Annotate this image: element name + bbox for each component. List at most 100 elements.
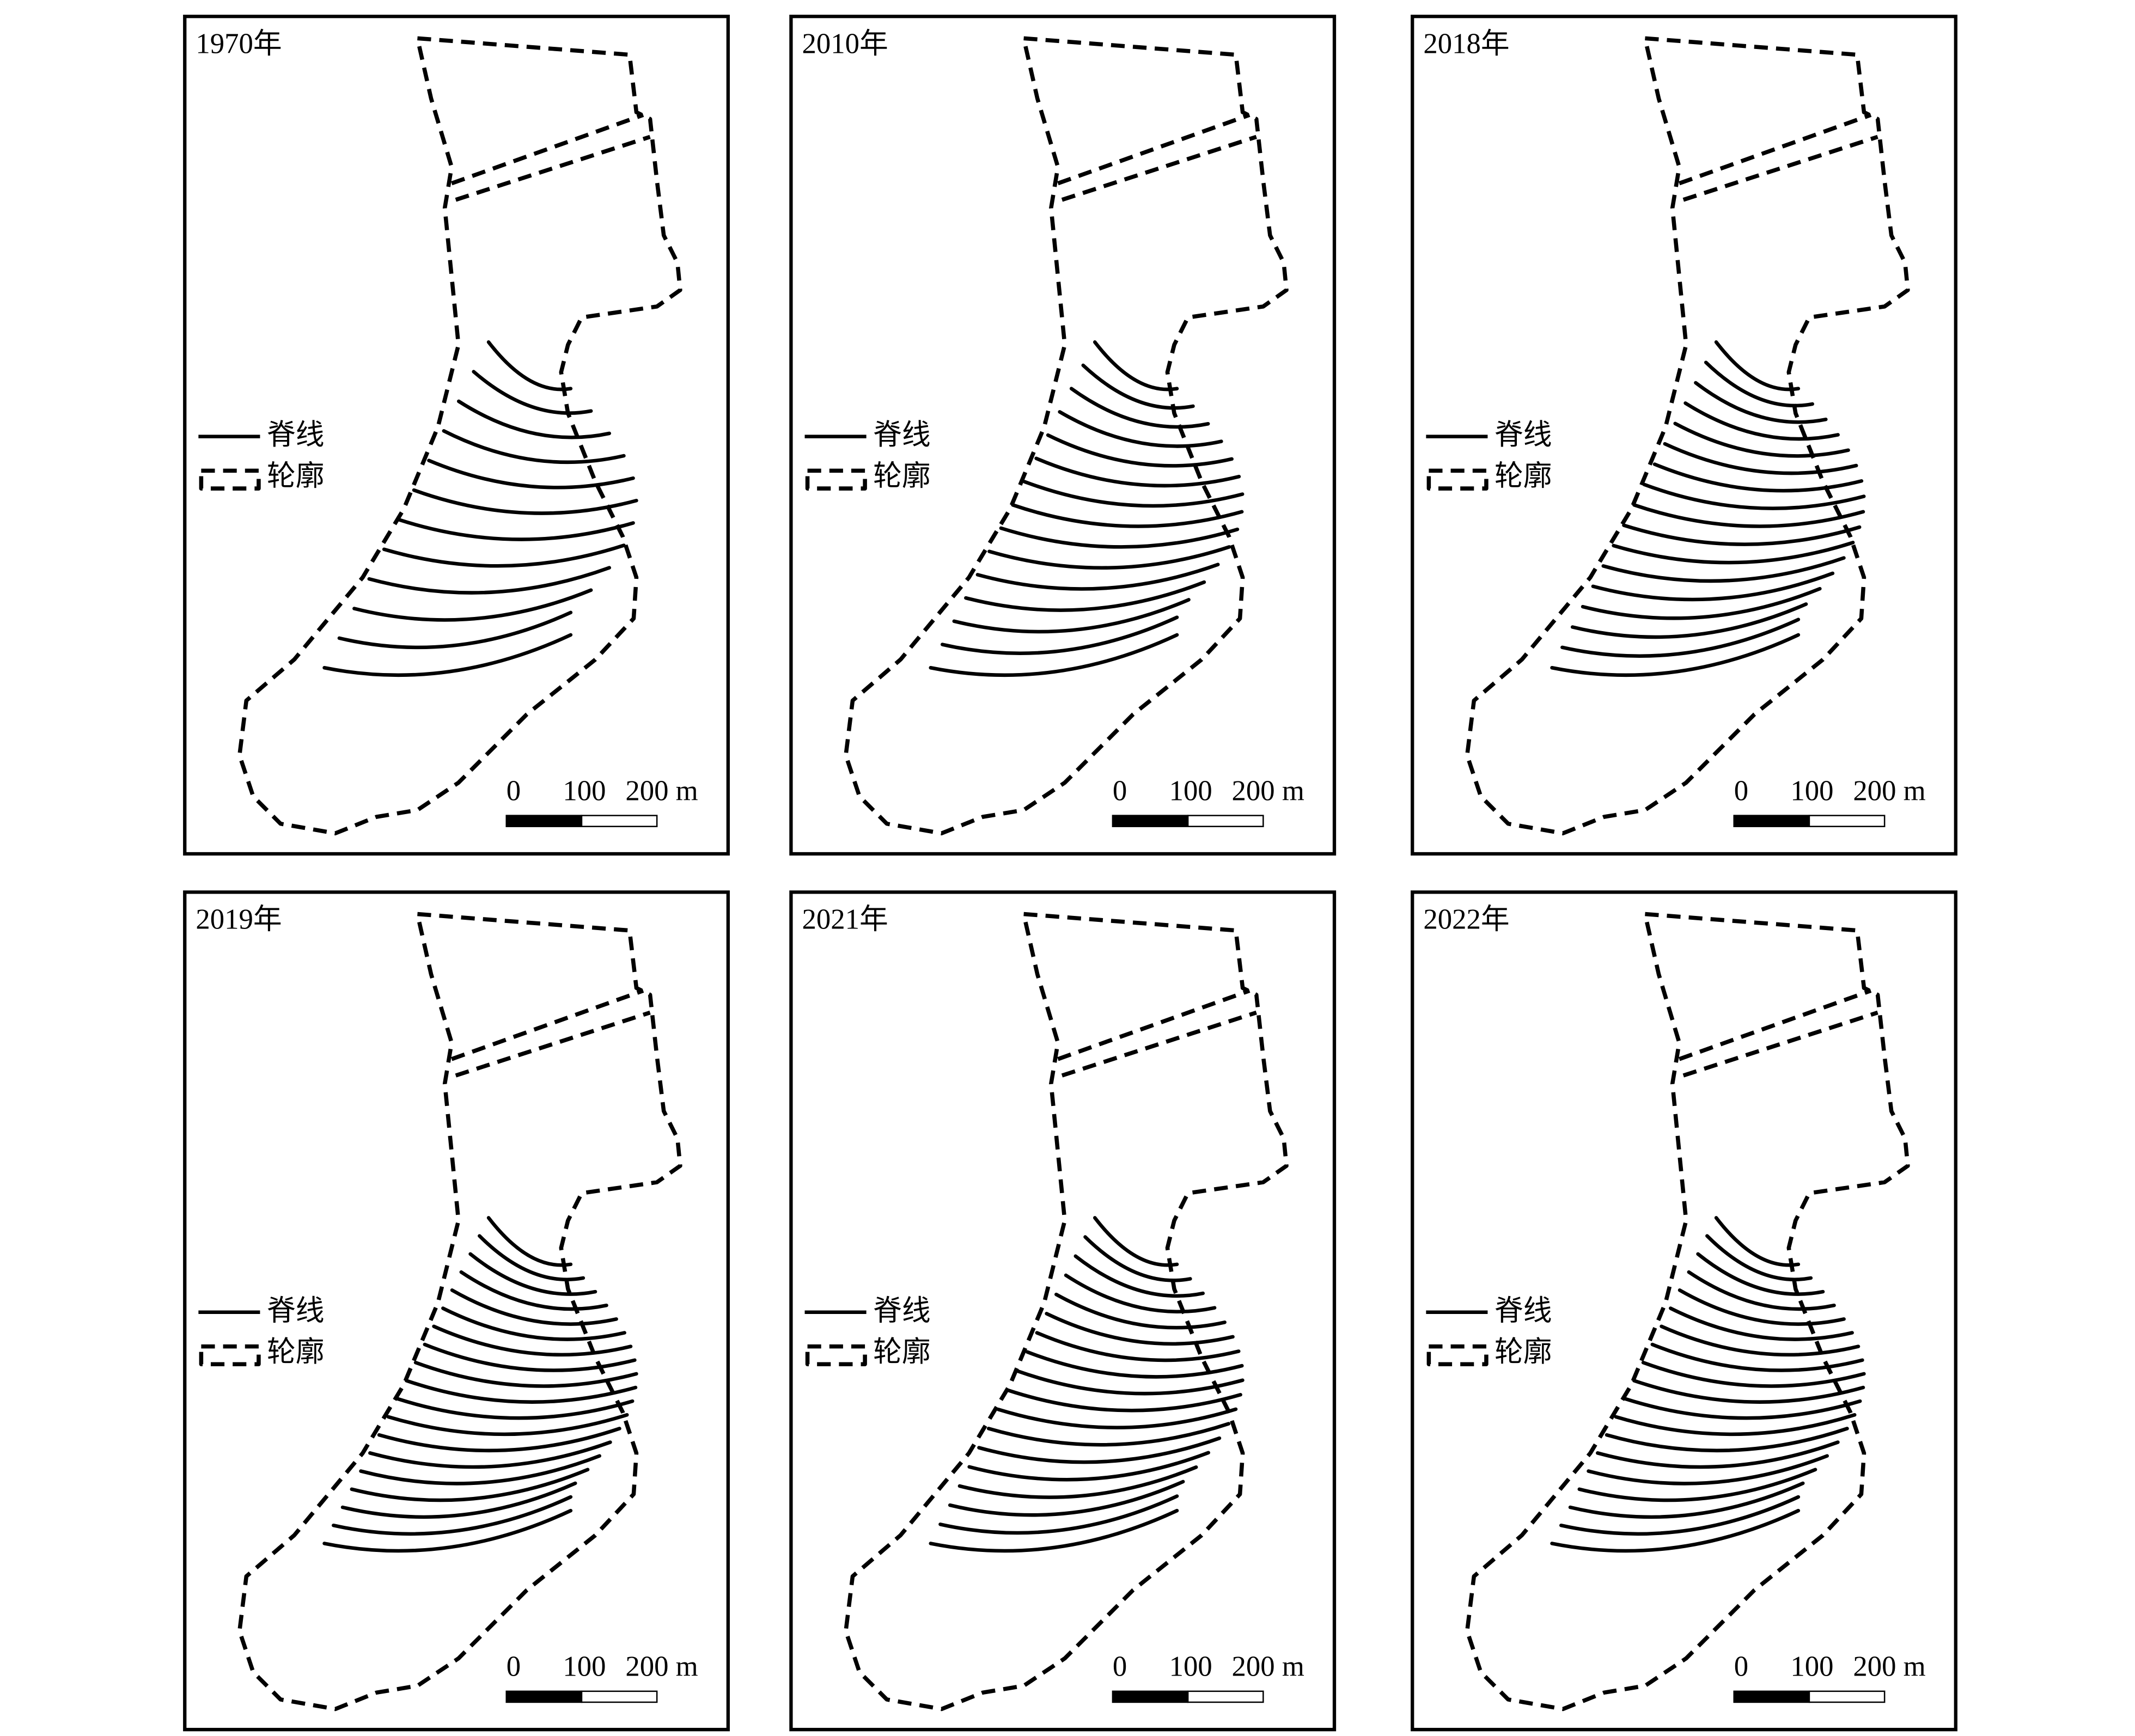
ridge-line [938,1494,1179,1535]
ridge-line [1083,1235,1192,1282]
ridge-line [472,370,593,415]
ridge-line [456,399,612,439]
ridge-line [1623,1397,1862,1420]
ridge-line [442,429,626,464]
ridge-line [382,543,626,568]
legend-outline-symbol [199,468,261,491]
ridge-line [1058,410,1223,448]
scale-bar-white [581,815,658,827]
ridge-line [1605,1427,1849,1453]
panel-frame [789,15,1337,856]
panel-title: 1970年 [196,28,282,60]
ridge-line [1064,1273,1217,1313]
ridge-line [1694,381,1828,424]
outline [844,912,1289,1711]
ridge-line [967,1451,1211,1482]
legend-outline-symbol [1426,468,1489,491]
panel-title: 2010年 [802,28,888,60]
ridge-line [1035,1331,1241,1362]
ridge-line [1614,1413,1857,1437]
ridge-line [486,1216,573,1267]
scale-label: 0 [507,1651,521,1683]
ridge-line [459,1270,608,1311]
ridge-line [405,1379,638,1404]
panel-frame [789,890,1337,1732]
ridge-line [1673,421,1850,458]
ridge-line [1034,456,1241,488]
ridge-line [1683,401,1840,441]
ridge-line [929,633,1179,677]
ridge-line [322,1508,573,1553]
ridge-line [468,1252,597,1296]
scale-bar-black [505,1690,583,1703]
ridge-line [1045,1312,1235,1346]
ridge-line [1660,1324,1860,1357]
ridge-line [1568,1481,1805,1519]
outline [450,113,651,202]
ridge-line [1587,1454,1829,1486]
ridge-line [1696,1252,1825,1296]
outline [1678,113,1878,202]
ridge-line [367,566,612,595]
ridge-line [1596,1440,1840,1469]
scale-bar-white [1187,1690,1264,1703]
outline [1465,36,1910,836]
legend-outline-symbol [199,1344,261,1367]
ridge-line [432,1324,633,1357]
legend-ridge-label: 脊线 [1494,419,1552,451]
ridge-line [1570,602,1808,639]
scale-label: 200 m [625,775,698,807]
scale-label: 100 [1169,1651,1212,1683]
legend-outline-symbol [805,1344,867,1367]
legend-outline-label: 轮廓 [1494,461,1552,492]
legend-outline-label: 轮廓 [1494,1336,1552,1368]
scale-bar-black [1733,815,1810,827]
panel-frame [183,890,730,1732]
ridge-line [1093,1216,1179,1267]
ridge-line [948,1480,1185,1517]
ridge-line [322,633,573,677]
scale-bar-white [1808,1690,1886,1703]
legend-ridge-label: 脊线 [267,419,325,451]
scale-label: 0 [1113,775,1127,807]
ridge-line [1652,462,1864,493]
ridge-line [1550,1508,1801,1553]
panel-frame [1411,15,1957,856]
ridge-line [486,340,573,392]
ridge-line [478,1234,585,1281]
ridge-line [332,1495,573,1536]
scale-label: 0 [1734,775,1748,807]
ridge-line [987,545,1231,570]
outline [1057,988,1257,1078]
ridge-line [1677,1288,1846,1326]
ridge-line [957,1465,1198,1499]
scale-bar-black [1112,815,1189,827]
ridge-line [1025,1350,1244,1379]
ridge-line [1022,480,1245,508]
ridge-line [359,1454,601,1486]
ridge-line [1011,503,1244,528]
ridge-line [1081,363,1195,410]
ridge-line [975,563,1220,591]
ridge-line [1663,442,1858,475]
scale-bar-black [1733,1690,1810,1703]
legend-outline-label: 轮廓 [873,1336,931,1368]
outline [450,988,651,1078]
scale-label: 100 [563,775,606,807]
ridge-line [929,1508,1179,1553]
outline [237,912,682,1711]
outline [1678,988,1878,1078]
scale-label: 100 [1790,1651,1833,1683]
ridge-line [352,588,593,622]
scale-bar-white [581,1690,658,1703]
ridge-line [1054,1292,1227,1330]
ridge-line [423,1342,637,1372]
ridge-line [1577,1468,1817,1502]
ridge-line [986,1422,1231,1447]
ridge-line [964,580,1206,612]
ridge-line [1705,1234,1813,1281]
ridge-line [1714,340,1801,392]
